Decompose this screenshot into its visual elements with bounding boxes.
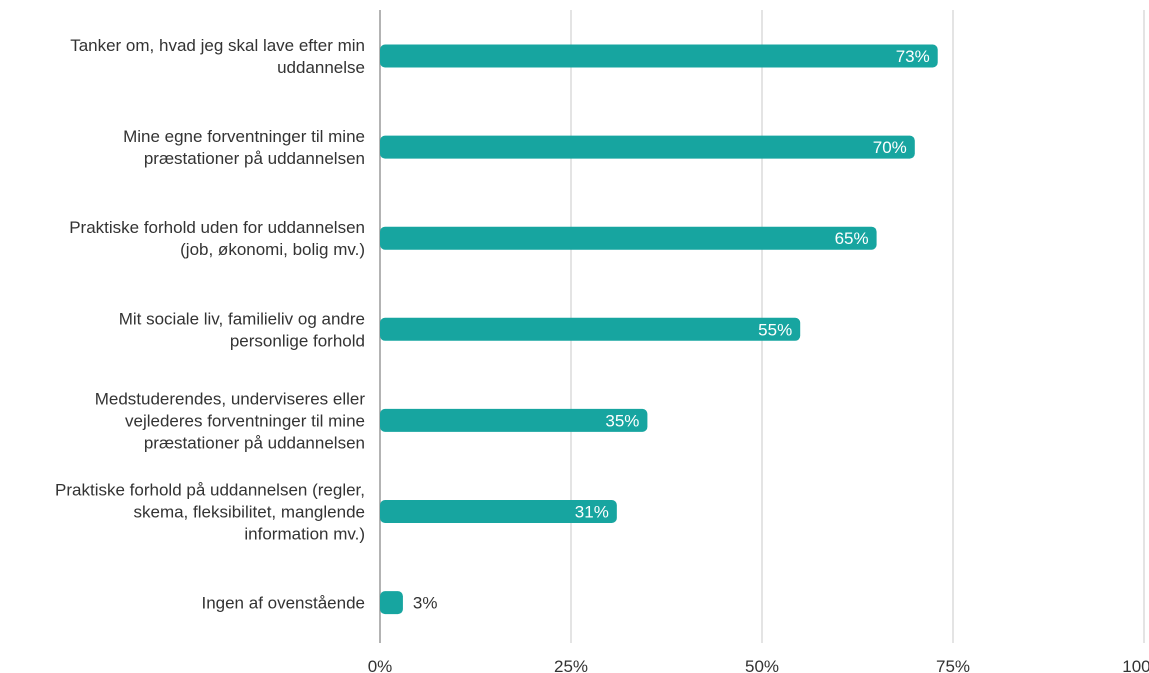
x-tick-label: 25%: [554, 657, 588, 673]
x-axis-tick-labels: 0% 25% 50% 75% 100%: [368, 657, 1149, 673]
category-label: Mine egne forventninger til mine præstati…: [123, 127, 365, 168]
category-label: Praktiske forhold uden for uddannelsen (j…: [69, 218, 365, 259]
bar: [380, 226, 877, 250]
bar: [380, 408, 648, 432]
bar: [380, 591, 403, 615]
data-label: 70%: [873, 138, 907, 157]
category-labels: Tanker om, hvad jeg skal lave efter min u…: [55, 36, 365, 613]
data-label: 73%: [896, 47, 930, 66]
x-tick-label: 50%: [745, 657, 779, 673]
bars: 73% 70% 65% 55% 35% 31% 3%: [380, 44, 938, 615]
data-label: 3%: [413, 594, 438, 613]
data-label: 55%: [758, 320, 792, 339]
data-label: 31%: [575, 503, 609, 522]
bar: [380, 500, 617, 523]
bar: [380, 317, 801, 341]
x-tick-label: 0%: [368, 657, 393, 673]
category-label: Ingen af ovenstående: [201, 594, 365, 613]
bar: [380, 135, 915, 159]
category-label: Tanker om, hvad jeg skal lave efter min u…: [70, 36, 365, 77]
category-label: Mit sociale liv, familieliv og andre pers…: [119, 309, 365, 350]
x-tick-label: 75%: [936, 657, 970, 673]
data-label: 35%: [605, 411, 639, 430]
bar: [380, 44, 938, 68]
category-label: Medstuderendes, underviseres eller vejled…: [95, 389, 366, 452]
data-label: 65%: [835, 229, 869, 248]
x-tick-label: 100%: [1122, 657, 1149, 673]
category-label: Praktiske forhold på uddannelsen (regler…: [55, 481, 365, 544]
